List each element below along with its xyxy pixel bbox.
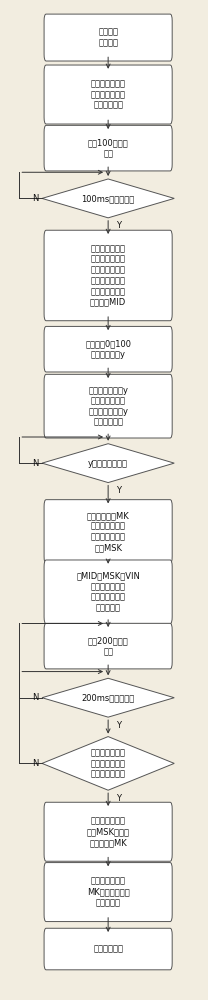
FancyBboxPatch shape (44, 928, 172, 970)
Text: 200ms定时器满？: 200ms定时器满？ (82, 693, 135, 702)
Text: N: N (32, 693, 39, 702)
Text: Y: Y (116, 221, 121, 230)
FancyBboxPatch shape (44, 230, 172, 321)
Text: Y: Y (116, 721, 121, 730)
Text: 开启后台接收，
存储其他模块发
送出来的数据: 开启后台接收， 存储其他模块发 送出来的数据 (91, 79, 126, 110)
Polygon shape (42, 678, 174, 717)
Text: 等待系统断电: 等待系统断电 (93, 945, 123, 954)
Text: 进入交叉
匹配模式: 进入交叉 匹配模式 (98, 28, 118, 47)
Text: 将后台接收到的
其他所有模块的
数据取出，提取
出「请求匹配报
文」，确定新加
入的模块MID: 将后台接收到的 其他所有模块的 数据取出，提取 出「请求匹配报 文」，确定新加 … (90, 244, 126, 307)
Text: 以产生的随机数y
为数值，单位为
毫秒，启动一个y
毫秒的定时器: 以产生的随机数y 为数值，单位为 毫秒，启动一个y 毫秒的定时器 (88, 386, 128, 427)
Text: 是否接受到请求
匹配的模块发出
的匹配应答报文: 是否接受到请求 匹配的模块发出 的匹配应答报文 (91, 748, 126, 779)
Text: N: N (32, 459, 39, 468)
Text: 启动200毫秒定
时器: 启动200毫秒定 时器 (88, 636, 129, 656)
FancyBboxPatch shape (44, 863, 172, 922)
Text: 产生一个0－100
之间是随机数y: 产生一个0－100 之间是随机数y (85, 339, 131, 359)
Text: N: N (32, 194, 39, 203)
Text: 将该模块的密码
MK更新存储到非
易失存储器: 将该模块的密码 MK更新存储到非 易失存储器 (87, 877, 130, 907)
Text: 将MID、MSK、VIN
组成的匹配报文
发送出去并清空
接收存储器: 将MID、MSK、VIN 组成的匹配报文 发送出去并清空 接收存储器 (76, 571, 140, 612)
Polygon shape (42, 444, 174, 483)
Text: N: N (32, 759, 39, 768)
Polygon shape (42, 737, 174, 790)
FancyBboxPatch shape (44, 374, 172, 438)
FancyBboxPatch shape (44, 326, 172, 372)
Text: 启动100毫秒定
时器: 启动100毫秒定 时器 (88, 138, 129, 158)
FancyBboxPatch shape (44, 802, 172, 861)
Text: 将自己的密码MK
通过可逆加密算
法进行加密得到
密文MSK: 将自己的密码MK 通过可逆加密算 法进行加密得到 密文MSK (87, 511, 130, 552)
FancyBboxPatch shape (44, 65, 172, 124)
Text: 100ms定时器满？: 100ms定时器满？ (82, 194, 135, 203)
FancyBboxPatch shape (44, 560, 172, 624)
Text: 利用解密算法解
密文MSK得到该
模块的密码MK: 利用解密算法解 密文MSK得到该 模块的密码MK (87, 817, 130, 847)
FancyBboxPatch shape (44, 623, 172, 669)
Text: Y: Y (116, 486, 121, 495)
Polygon shape (42, 179, 174, 218)
Text: y毫秒定时器满？: y毫秒定时器满？ (88, 459, 128, 468)
Text: Y: Y (116, 794, 121, 803)
FancyBboxPatch shape (44, 14, 172, 61)
FancyBboxPatch shape (44, 500, 172, 563)
FancyBboxPatch shape (44, 125, 172, 171)
